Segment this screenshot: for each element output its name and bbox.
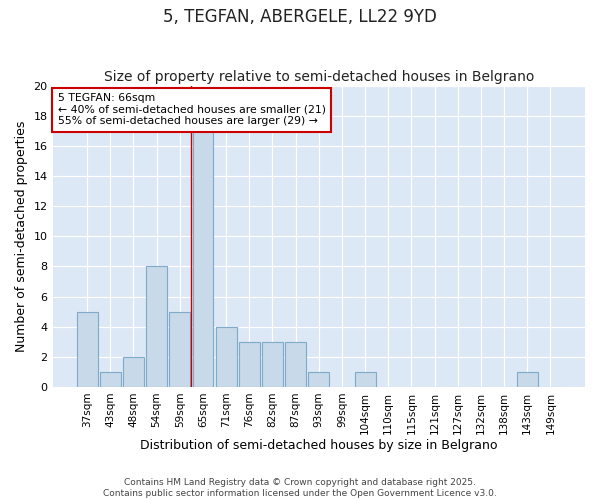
Bar: [169, 312, 190, 387]
Bar: [239, 342, 260, 387]
Bar: [285, 342, 306, 387]
Text: Contains HM Land Registry data © Crown copyright and database right 2025.
Contai: Contains HM Land Registry data © Crown c…: [103, 478, 497, 498]
Y-axis label: Number of semi-detached properties: Number of semi-detached properties: [15, 120, 28, 352]
Bar: [355, 372, 376, 387]
Bar: [308, 372, 329, 387]
Bar: [517, 372, 538, 387]
Bar: [262, 342, 283, 387]
Bar: [100, 372, 121, 387]
Bar: [216, 326, 236, 387]
Bar: [77, 312, 98, 387]
Bar: [146, 266, 167, 387]
Text: 5 TEGFAN: 66sqm
← 40% of semi-detached houses are smaller (21)
55% of semi-detac: 5 TEGFAN: 66sqm ← 40% of semi-detached h…: [58, 93, 326, 126]
Bar: [123, 357, 144, 387]
Text: 5, TEGFAN, ABERGELE, LL22 9YD: 5, TEGFAN, ABERGELE, LL22 9YD: [163, 8, 437, 26]
X-axis label: Distribution of semi-detached houses by size in Belgrano: Distribution of semi-detached houses by …: [140, 440, 497, 452]
Bar: [193, 131, 214, 387]
Title: Size of property relative to semi-detached houses in Belgrano: Size of property relative to semi-detach…: [104, 70, 534, 85]
